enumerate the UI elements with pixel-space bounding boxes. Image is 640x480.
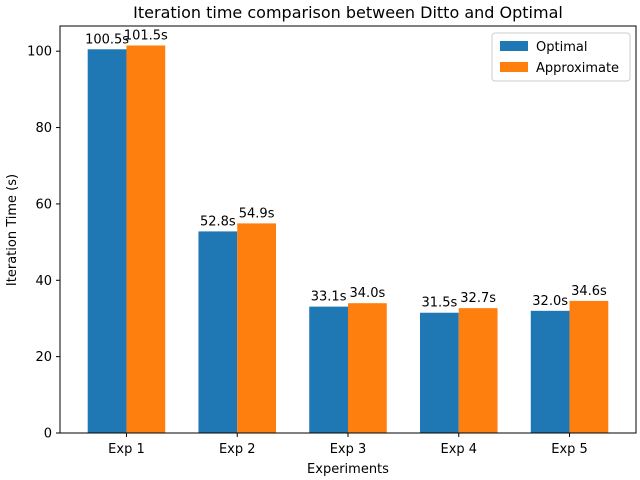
chart-title: Iteration time comparison between Ditto … (133, 3, 563, 22)
x-axis-label: Experiments (307, 462, 389, 477)
bar-value-label: 101.5s (124, 28, 168, 43)
legend-swatch-optimal (500, 41, 528, 51)
bar-approximate-4 (458, 308, 498, 433)
legend-label-approximate: Approximate (536, 61, 619, 76)
bar-optimal-1 (87, 49, 127, 434)
bar-approximate-3 (348, 303, 387, 433)
x-tick-label: Exp 5 (551, 442, 588, 457)
bar-approximate-5 (569, 300, 609, 433)
legend-swatch-approximate (500, 62, 528, 72)
bar-value-label: 32.0s (532, 294, 568, 309)
y-axis-label: Iteration Time (s) (5, 174, 20, 286)
y-tick-label: 0 (44, 427, 52, 442)
bar-value-label: 31.5s (422, 296, 458, 311)
bar-value-label: 32.7s (460, 291, 496, 306)
x-tick-label: Exp 3 (330, 442, 367, 457)
bar-approximate-1 (126, 45, 166, 433)
x-tick-label: Exp 4 (440, 442, 477, 457)
bar-optimal-2 (198, 231, 238, 433)
bar-optimal-5 (530, 310, 570, 433)
legend: Optimal Approximate (491, 32, 631, 82)
plot-area: 100.5s 52.8s 33.1s 31.5s 32.0s 101.5s 54.9s 34.… (27, 25, 637, 457)
bar-value-label: 34.6s (571, 284, 607, 299)
bar-value-label: 54.9s (239, 206, 275, 221)
bar-value-label: 52.8s (200, 214, 236, 229)
bar-optimal-4 (420, 312, 459, 433)
bar-value-label: 33.1s (311, 290, 347, 305)
y-tick-label: 60 (35, 197, 52, 212)
bar-value-label: 100.5s (85, 32, 129, 47)
y-tick-label: 20 (35, 350, 52, 365)
legend-label-optimal: Optimal (536, 40, 587, 55)
bar-approximate-2 (237, 223, 276, 433)
x-tick-label: Exp 2 (219, 442, 256, 457)
y-tick-label: 40 (35, 274, 52, 289)
x-tick-label: Exp 1 (108, 442, 145, 457)
bar-value-label: 34.0s (350, 286, 386, 301)
y-tick-label: 80 (35, 121, 52, 136)
y-tick-label: 100 (27, 45, 52, 60)
bar-optimal-3 (309, 306, 348, 433)
